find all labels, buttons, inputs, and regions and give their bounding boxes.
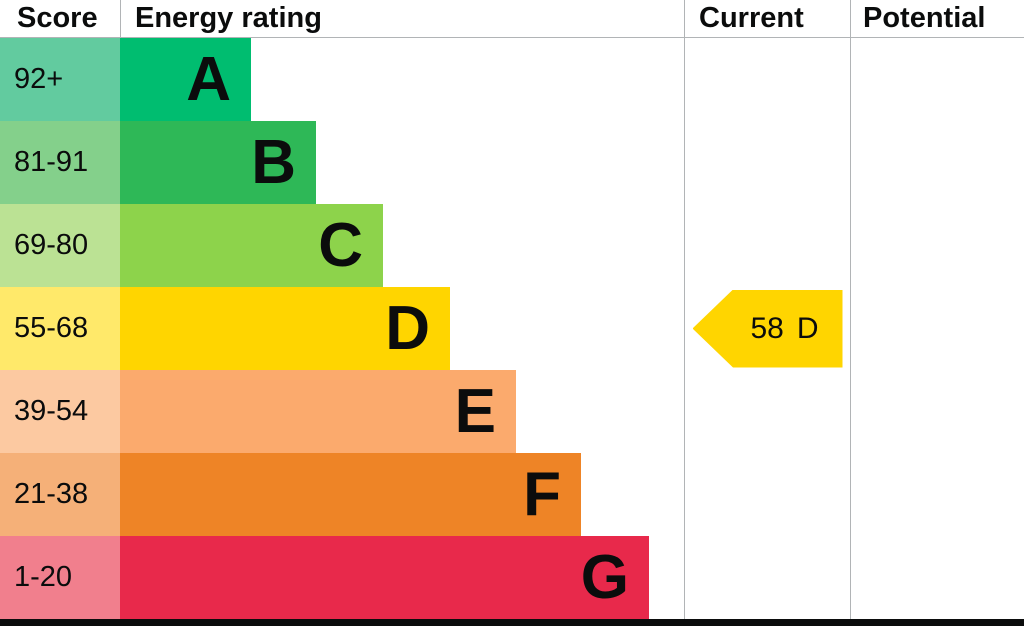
band-bar-f: F xyxy=(120,453,581,536)
current-rating-arrow: 58 D xyxy=(692,289,843,368)
potential-cell-f xyxy=(850,453,1024,536)
score-range-label: 55-68 xyxy=(14,312,89,344)
potential-cell-d xyxy=(850,287,1024,370)
potential-cell-b xyxy=(850,121,1024,204)
band-letter-b: B xyxy=(251,127,296,197)
band-bar-track: F xyxy=(120,453,684,536)
band-row-b: 81-91 B xyxy=(0,121,1024,204)
potential-cell-a xyxy=(850,38,1024,121)
band-bar-d: D xyxy=(120,287,450,370)
band-row-c: 69-80 C xyxy=(0,204,1024,287)
current-cell-c xyxy=(684,204,850,287)
score-range-cell-e: 39-54 xyxy=(0,370,120,453)
current-rating-band: D xyxy=(796,311,819,345)
score-range-label: 69-80 xyxy=(14,229,89,261)
current-rating-score: 58 xyxy=(750,311,784,345)
band-bar-a: A xyxy=(120,38,251,121)
band-row-d: 55-68 D 58 D xyxy=(0,287,1024,370)
band-bar-track: A xyxy=(120,38,684,121)
band-bar-g: G xyxy=(120,536,649,619)
band-letter-f: F xyxy=(523,459,561,529)
score-range-cell-a: 92+ xyxy=(0,38,120,121)
band-letter-e: E xyxy=(454,376,496,446)
potential-column-header: Potential xyxy=(850,0,1024,37)
band-bar-track: D xyxy=(120,287,684,370)
band-bar-track: C xyxy=(120,204,684,287)
band-bar-e: E xyxy=(120,370,516,453)
band-bar-track: B xyxy=(120,121,684,204)
band-letter-g: G xyxy=(580,542,629,612)
current-cell-b xyxy=(684,121,850,204)
band-letter-c: C xyxy=(318,210,363,280)
current-cell-a xyxy=(684,38,850,121)
score-range-cell-c: 69-80 xyxy=(0,204,120,287)
band-bar-track: G xyxy=(120,536,684,619)
energy-rating-column-header: Energy rating xyxy=(120,0,684,37)
band-bar-b: B xyxy=(120,121,316,204)
score-range-cell-d: 55-68 xyxy=(0,287,120,370)
current-cell-f xyxy=(684,453,850,536)
score-range-label: 1-20 xyxy=(14,561,73,593)
current-column-header: Current xyxy=(684,0,850,37)
score-range-label: 92+ xyxy=(14,63,64,95)
current-cell-d: 58 D xyxy=(684,287,850,370)
band-bar-track: E xyxy=(120,370,684,453)
band-row-a: 92+ A xyxy=(0,38,1024,121)
band-row-g: 1-20 G xyxy=(0,536,1024,619)
band-row-f: 21-38 F xyxy=(0,453,1024,536)
current-cell-g xyxy=(684,536,850,619)
score-range-cell-f: 21-38 xyxy=(0,453,120,536)
band-letter-d: D xyxy=(385,293,430,363)
score-range-label: 39-54 xyxy=(14,395,89,427)
potential-cell-e xyxy=(850,370,1024,453)
band-letter-a: A xyxy=(186,44,231,114)
chart-header: Score Energy rating Current Potential xyxy=(0,0,1024,38)
score-range-cell-b: 81-91 xyxy=(0,121,120,204)
potential-cell-c xyxy=(850,204,1024,287)
score-range-label: 21-38 xyxy=(14,478,89,510)
score-range-cell-g: 1-20 xyxy=(0,536,120,619)
band-row-e: 39-54 E xyxy=(0,370,1024,453)
chart-baseline xyxy=(0,619,1024,626)
potential-cell-g xyxy=(850,536,1024,619)
score-column-header: Score xyxy=(17,2,98,34)
score-range-label: 81-91 xyxy=(14,146,89,178)
band-bar-c: C xyxy=(120,204,383,287)
current-cell-e xyxy=(684,370,850,453)
